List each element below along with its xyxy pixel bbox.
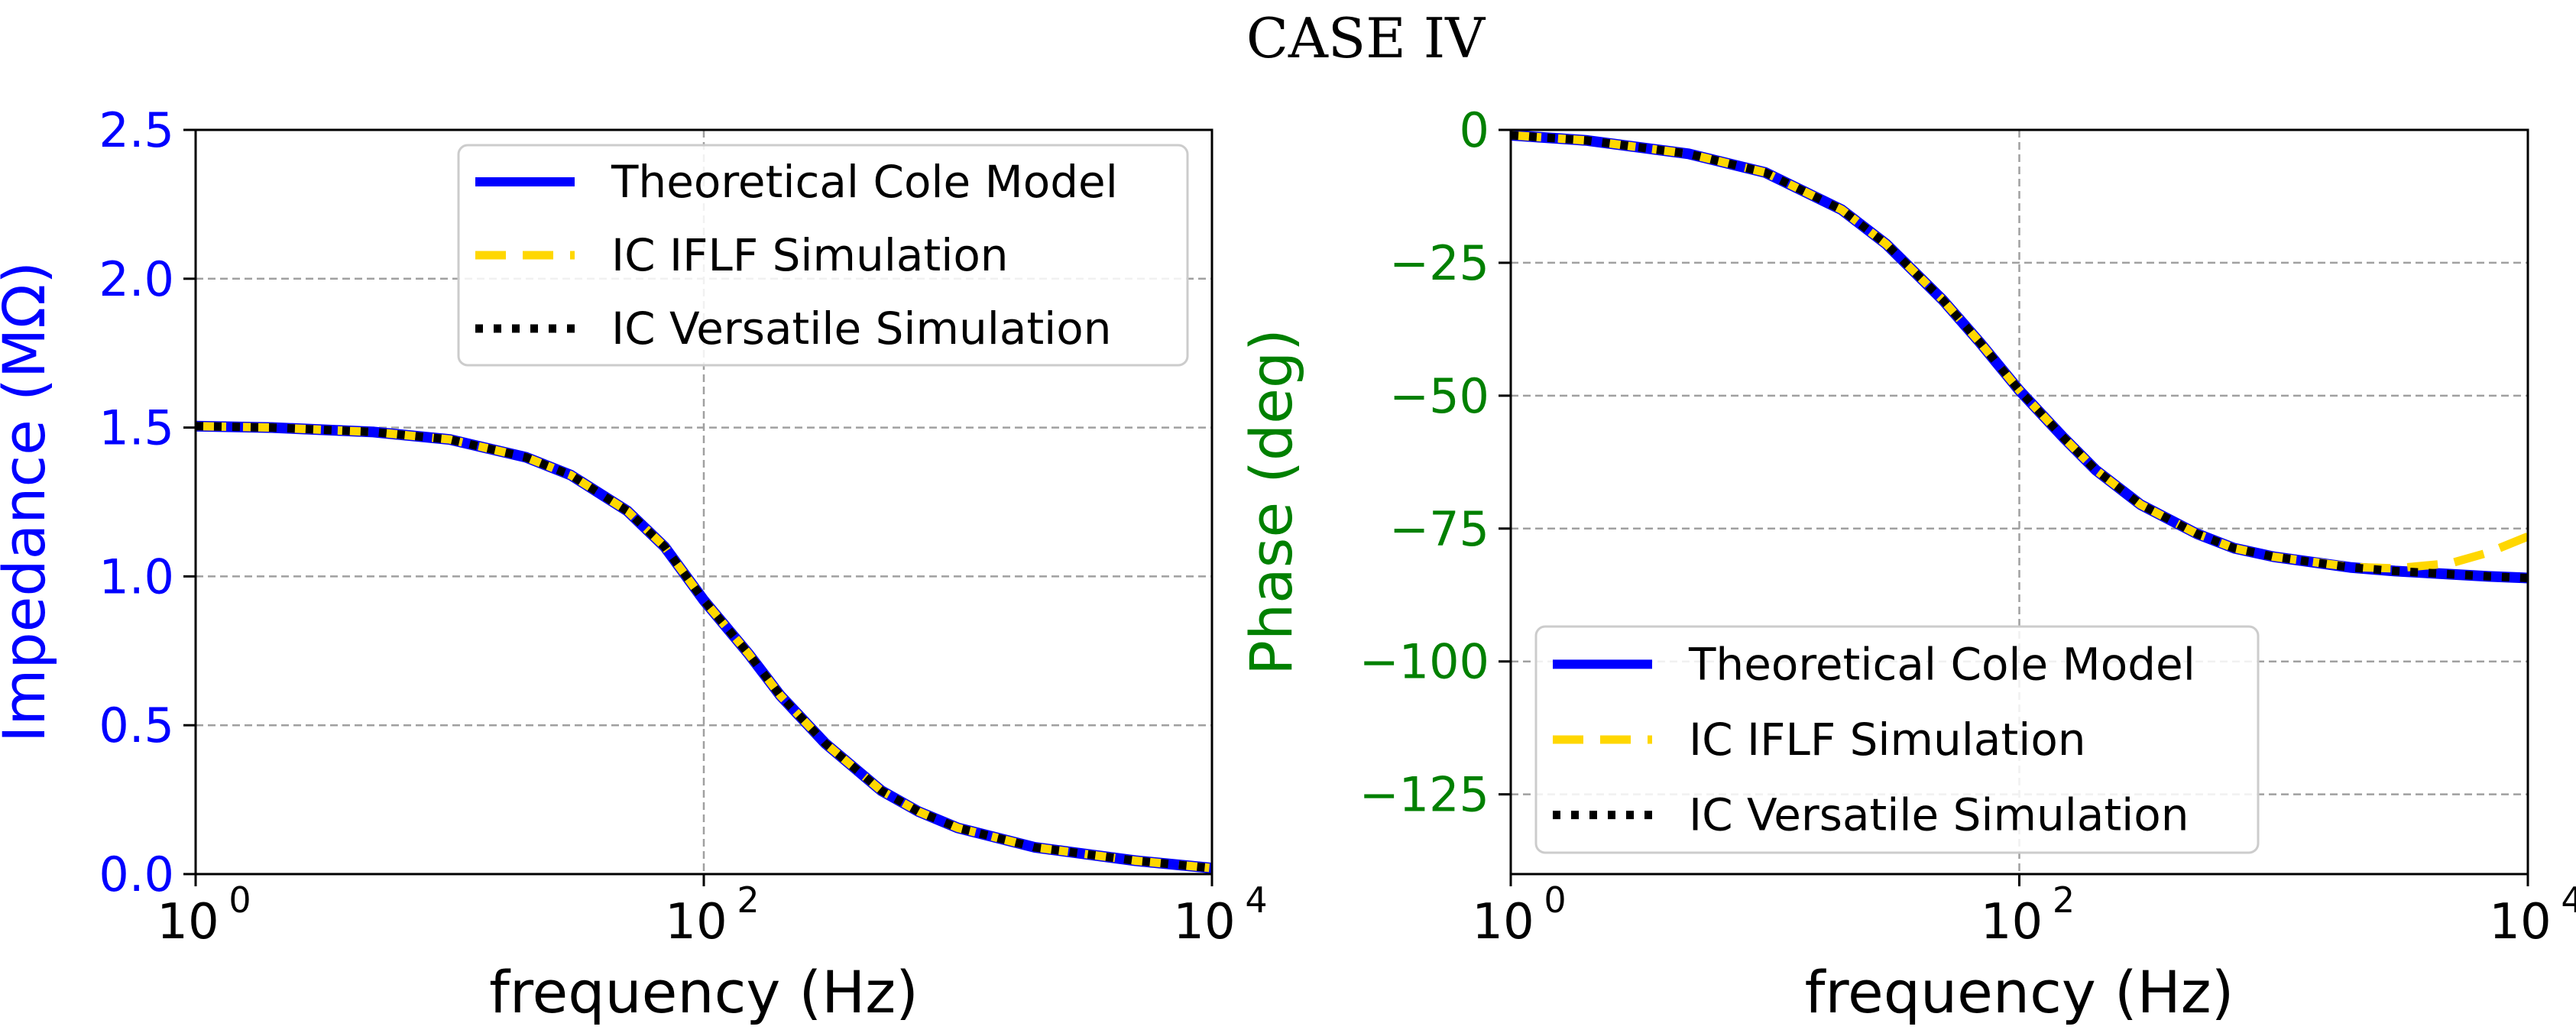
legend: Theoretical Cole Model IC IFLF Simulation…: [1534, 625, 2260, 854]
y-tick-label: 2.5: [99, 102, 174, 158]
x-tick-exponent: 0: [228, 879, 251, 921]
legend-label-3: IC Versatile Simulation: [611, 303, 1112, 355]
y-tick-label: 0.5: [99, 698, 174, 753]
series-group: [1511, 130, 2528, 584]
x-axis-label: frequency (Hz): [489, 958, 919, 1026]
x-tick-label: 10: [665, 894, 727, 950]
x-tick-label: 10: [157, 894, 219, 950]
legend-label-1: Theoretical Cole Model: [611, 156, 1118, 208]
series-line-3: [1511, 131, 2528, 582]
legend-box: [457, 144, 1189, 367]
legend: Theoretical Cole Model IC IFLF Simulation…: [457, 144, 1189, 367]
legend-label-1: Theoretical Cole Model: [1688, 638, 2195, 690]
y-tick-label: 2.0: [99, 251, 174, 307]
legend-label-3: IC Versatile Simulation: [1689, 789, 2189, 841]
y-axis-label: Impedance (MΩ): [0, 261, 58, 743]
y-tick-label: 1.5: [99, 400, 174, 456]
y-tick-label: −25: [1389, 235, 1489, 291]
x-tick-exponent: 4: [1245, 879, 1267, 921]
figure-title: CASE IV: [1246, 6, 1486, 70]
y-tick-label: −75: [1389, 501, 1489, 557]
y-tick-label: 0.0: [99, 847, 174, 902]
x-tick-exponent: 0: [1544, 879, 1566, 921]
legend-label-2: IC IFLF Simulation: [1689, 714, 2086, 766]
y-tick-label: 1.0: [99, 549, 174, 604]
x-tick-label: 10: [1981, 894, 2043, 950]
x-tick-exponent: 2: [2053, 879, 2075, 921]
x-tick-label: 10: [1173, 894, 1235, 950]
x-tick-exponent: 4: [2561, 879, 2576, 921]
y-tick-label: 0: [1460, 102, 1489, 158]
y-tick-label: −50: [1389, 368, 1489, 424]
y-axis-label: Phase (deg): [1237, 329, 1305, 675]
y-tick-label: −125: [1359, 767, 1489, 823]
legend-label-2: IC IFLF Simulation: [611, 229, 1009, 281]
x-tick-exponent: 2: [737, 879, 759, 921]
x-axis-label: frequency (Hz): [1805, 958, 2234, 1026]
legend-box: [1534, 625, 2260, 854]
y-tick-label: −100: [1359, 634, 1489, 690]
x-tick-label: 10: [1472, 894, 1534, 950]
x-tick-label: 10: [2489, 894, 2551, 950]
series-line-3: [196, 422, 1212, 873]
series-group: [196, 420, 1212, 874]
